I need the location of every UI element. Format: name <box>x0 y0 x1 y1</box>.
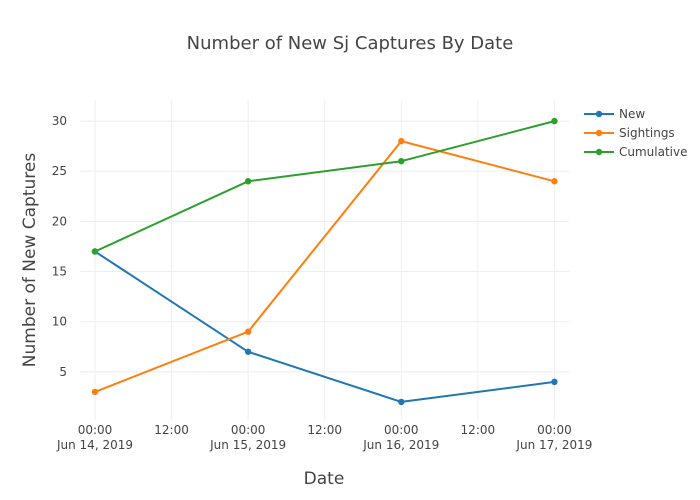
x-tick-label: 12:00 <box>154 423 189 437</box>
data-point <box>551 178 558 185</box>
data-point <box>398 137 405 145</box>
y-axis-title: Number of New Captures <box>20 153 40 368</box>
x-tick-date-label: Jun 17, 2019 <box>515 438 592 452</box>
series-sightings <box>91 137 558 396</box>
series-line-sightings <box>94 140 555 393</box>
legend-item-sightings[interactable]: Sightings <box>584 126 675 140</box>
data-point <box>551 117 558 125</box>
y-tick-label: 30 <box>52 114 67 128</box>
y-tick-label: 10 <box>52 315 67 329</box>
data-point <box>244 328 252 335</box>
data-point <box>244 348 252 355</box>
x-tick-label: 00:00 <box>384 423 419 437</box>
x-tick-label: 12:00 <box>307 423 342 437</box>
series-line-new <box>94 250 555 403</box>
legend-marker <box>595 148 603 156</box>
y-axis-ticks: 5 10 15 20 25 30 <box>52 114 67 379</box>
legend-label: Sightings <box>619 126 675 140</box>
legend-marker <box>595 110 603 118</box>
x-axis-title: Date <box>304 469 345 489</box>
legend-item-cumulative[interactable]: Cumulative <box>584 145 688 159</box>
series-line-cumulative <box>94 120 555 253</box>
chart-title: Number of New Sj Captures By Date <box>187 33 514 54</box>
legend-label: New <box>619 107 645 121</box>
y-tick-label: 25 <box>52 164 67 178</box>
x-tick-label: 00:00 <box>537 423 572 437</box>
gridlines <box>80 100 569 420</box>
y-tick-label: 15 <box>52 265 67 279</box>
legend-item-new[interactable]: New <box>584 107 645 121</box>
x-tick-label: 00:00 <box>231 423 266 437</box>
legend-marker <box>595 129 603 137</box>
x-tick-label: 12:00 <box>461 423 496 437</box>
data-point <box>244 178 252 185</box>
x-tick-date-label: Jun 14, 2019 <box>56 438 133 452</box>
series-cumulative <box>91 117 558 255</box>
data-point <box>551 378 558 386</box>
y-tick-label: 5 <box>59 365 67 379</box>
x-tick-date-label: Jun 15, 2019 <box>209 438 286 452</box>
legend-label: Cumulative <box>619 145 688 159</box>
plot-series <box>91 117 558 406</box>
x-tick-label: 00:00 <box>78 423 113 437</box>
data-point <box>398 157 405 165</box>
y-tick-label: 20 <box>52 214 67 228</box>
data-point <box>91 388 99 396</box>
legend[interactable]: New Sightings Cumulative <box>584 107 688 159</box>
data-point <box>398 398 405 406</box>
data-point <box>91 248 99 255</box>
x-tick-date-label: Jun 16, 2019 <box>362 438 439 452</box>
